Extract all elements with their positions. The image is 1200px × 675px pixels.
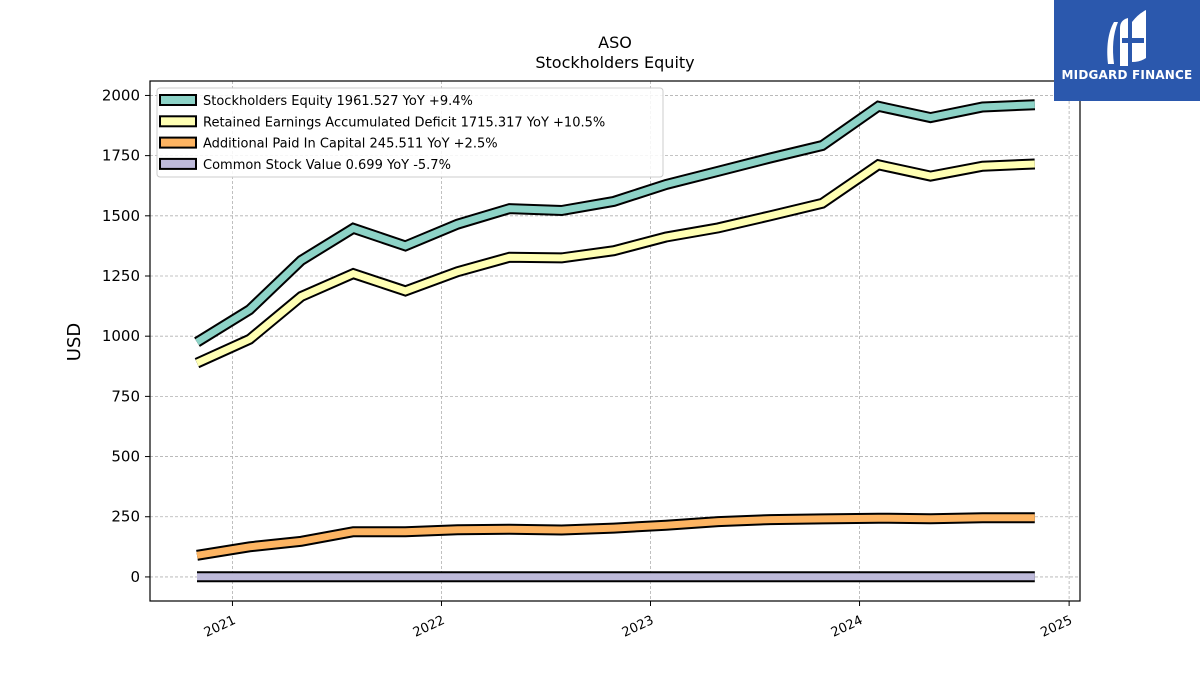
legend-entry: Additional Paid In Capital 245.511 YoY +… (203, 137, 498, 152)
series-line (195, 160, 1035, 367)
y-tick-label: 0 (130, 568, 140, 586)
y-tick-label: 1250 (102, 267, 140, 285)
brand-name: MIDGARD FINANCE (1061, 68, 1193, 82)
y-tick-label: 750 (111, 387, 140, 405)
legend-swatch (159, 115, 197, 128)
legend-entry: Retained Earnings Accumulated Deficit 17… (203, 115, 605, 130)
x-tick-label: 2025 (1038, 613, 1074, 641)
series-layer (194, 99, 1036, 583)
brand-mark-icon (1107, 10, 1146, 66)
y-tick-label: 1750 (102, 147, 140, 165)
legend-swatch (159, 136, 197, 149)
brand-logo: MIDGARD FINANCE (1054, 0, 1200, 101)
plot-frame (149, 80, 1081, 602)
x-tick-label: 2021 (202, 613, 238, 641)
y-tick-label: 250 (111, 508, 140, 526)
legend-entry: Stockholders Equity 1961.527 YoY +9.4% (203, 94, 473, 109)
legend-swatch (159, 157, 197, 170)
x-tick-label: 2024 (829, 613, 865, 641)
x-tick-label: 2023 (620, 613, 656, 641)
series-line (195, 101, 1035, 346)
y-tick-label: 500 (111, 448, 140, 466)
y-axis-label: USD (64, 323, 85, 361)
chart-subtitle: Stockholders Equity (535, 53, 694, 72)
chart-title: ASO (598, 33, 632, 52)
series-line (196, 514, 1035, 559)
series-outline (194, 158, 1036, 369)
y-tick-label: 1000 (102, 327, 140, 345)
legend: Stockholders Equity 1961.527 YoY +9.4% Re… (156, 87, 664, 178)
legend-box (156, 87, 664, 178)
legend-entry: Common Stock Value 0.699 YoY -5.7% (203, 158, 451, 173)
legend-swatch (159, 94, 197, 106)
y-tick-label: 2000 (102, 86, 140, 104)
x-tick-label: 2022 (411, 613, 447, 641)
y-tick-label: 1500 (102, 207, 140, 225)
